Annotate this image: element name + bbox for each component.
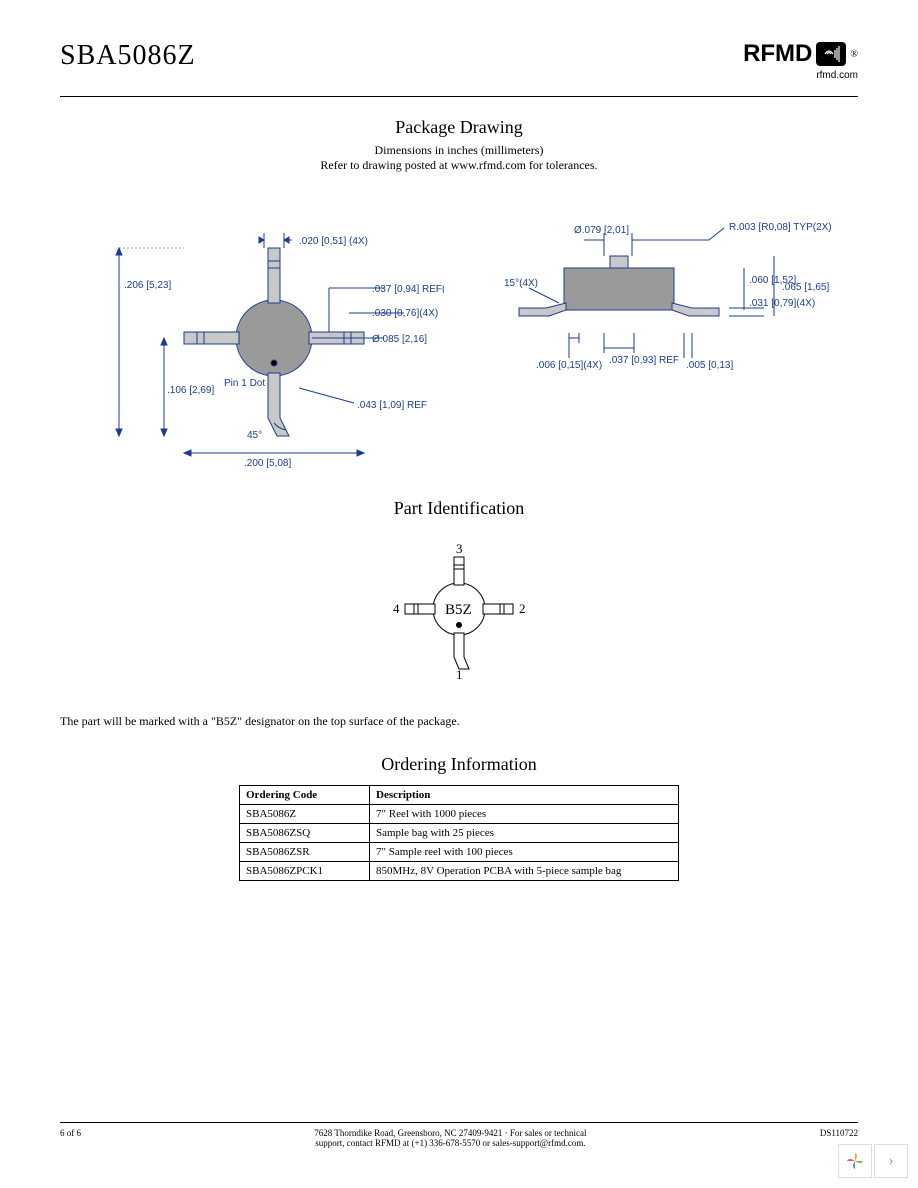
col-ordering-code: Ordering Code bbox=[240, 786, 370, 805]
part-id-title: Part Identification bbox=[60, 498, 858, 519]
part-marking: B5Z bbox=[445, 602, 472, 618]
footer-support: support, contact RFMD at (+1) 336-678-55… bbox=[81, 1138, 820, 1148]
registered-mark: ® bbox=[850, 49, 858, 60]
ordering-section: Ordering Information Ordering Code Descr… bbox=[60, 754, 858, 881]
dim-r003: R.003 [R0,08] TYP(2X) bbox=[729, 222, 832, 233]
part-identification-section: Part Identification 3 2 4 1 B5Z bbox=[60, 498, 858, 699]
dim-079: Ø.079 [2,01] bbox=[574, 225, 629, 236]
dim-037-ref: .037 [0,94] REF(3X) bbox=[372, 284, 444, 295]
page-footer: 6 of 6 7628 Thorndike Road, Greensboro, … bbox=[60, 1122, 858, 1148]
corner-next-icon[interactable]: › bbox=[874, 1144, 908, 1178]
package-side-view: Ø.079 [2,01] R.003 [R0,08] TYP(2X) 15°(4… bbox=[474, 188, 854, 408]
package-drawing-title: Package Drawing bbox=[60, 117, 858, 138]
dim-031: .031 [0,79](4X) bbox=[749, 298, 815, 309]
pin1-label: Pin 1 Dot bbox=[224, 378, 265, 389]
part-id-diagram: 3 2 4 1 B5Z bbox=[369, 539, 549, 679]
table-row: SBA5086ZPCK1850MHz, 8V Operation PCBA wi… bbox=[240, 862, 679, 881]
pin-4: 4 bbox=[393, 601, 400, 616]
footer-address: 7628 Thorndike Road, Greensboro, NC 2740… bbox=[81, 1128, 820, 1138]
ordering-title: Ordering Information bbox=[60, 754, 858, 775]
dim-106: .106 [2,69] bbox=[167, 385, 214, 396]
dim-065: .065 [1,65] bbox=[782, 282, 829, 293]
part-number: SBA5086Z bbox=[60, 40, 196, 72]
dimensions-note: Dimensions in inches (millimeters) bbox=[60, 143, 858, 158]
table-row: SBA5086Z7" Reel with 1000 pieces bbox=[240, 805, 679, 824]
ordering-table: Ordering Code Description SBA5086Z7" Ree… bbox=[239, 785, 679, 881]
dim-020: .020 [0,51] (4X) bbox=[299, 236, 368, 247]
corner-pinwheel-icon[interactable] bbox=[838, 1144, 872, 1178]
dim-037-ref-side: .037 [0,93] REF bbox=[609, 355, 679, 366]
col-description: Description bbox=[370, 786, 679, 805]
page-number: 6 of 6 bbox=[60, 1128, 81, 1138]
logo-box: RFMD ® rfmd.com bbox=[743, 40, 858, 81]
logo-url: rfmd.com bbox=[743, 70, 858, 81]
pin-1: 1 bbox=[456, 667, 463, 679]
dim-030: .030 [0,76](4X) bbox=[372, 308, 438, 319]
logo-text: RFMD bbox=[743, 40, 812, 68]
package-drawing-section: Package Drawing Dimensions in inches (mi… bbox=[60, 117, 858, 468]
dim-043: .043 [1,09] REF bbox=[357, 400, 427, 411]
angle-45: 45° bbox=[247, 430, 262, 441]
table-row: SBA5086ZSR7" Sample reel with 100 pieces bbox=[240, 843, 679, 862]
tolerance-note: Refer to drawing posted at www.rfmd.com … bbox=[60, 158, 858, 173]
pin-3: 3 bbox=[456, 541, 463, 556]
angle-15: 15°(4X) bbox=[504, 278, 538, 289]
rfmd-logo: RFMD ® bbox=[743, 40, 858, 68]
dim-005: .005 [0,13] bbox=[686, 360, 733, 371]
logo-signal-icon bbox=[816, 42, 846, 66]
dim-006: .006 [0,15](4X) bbox=[536, 360, 602, 371]
doc-id: DS110722 bbox=[820, 1128, 858, 1138]
table-header-row: Ordering Code Description bbox=[240, 786, 679, 805]
corner-widget: › bbox=[838, 1144, 908, 1178]
table-row: SBA5086ZSQSample bag with 25 pieces bbox=[240, 824, 679, 843]
dim-200: .200 [5,08] bbox=[244, 458, 291, 468]
footer-rule bbox=[60, 1122, 858, 1123]
dim-085: Ø.085 [2,16] bbox=[372, 334, 427, 345]
designator-note: The part will be marked with a "B5Z" des… bbox=[60, 714, 858, 729]
package-top-view: .020 [0,51] (4X) .037 [0,94] REF(3X) .20… bbox=[64, 188, 444, 468]
dim-206: .206 [5,23] bbox=[124, 280, 171, 291]
footer-address-block: 7628 Thorndike Road, Greensboro, NC 2740… bbox=[81, 1128, 820, 1148]
header-rule bbox=[60, 96, 858, 97]
page-header: SBA5086Z RFMD ® rfmd.com bbox=[60, 40, 858, 81]
pin-2: 2 bbox=[519, 601, 526, 616]
